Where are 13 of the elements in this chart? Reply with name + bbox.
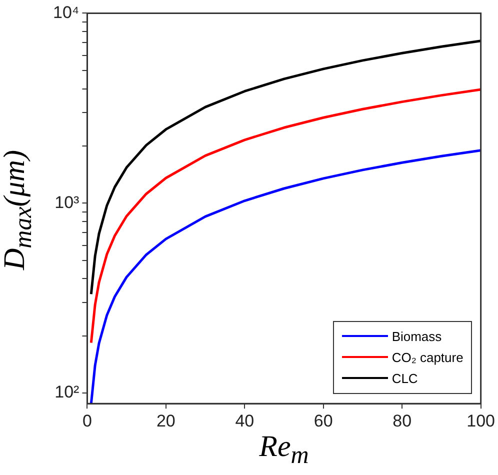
legend-label: Biomass: [392, 328, 442, 344]
x-tick-label: 0: [82, 411, 92, 430]
x-tick-label: 100: [466, 411, 496, 430]
y-tick-label: 10³: [54, 192, 80, 212]
y-tick-label: 10²: [54, 382, 80, 402]
legend-label: CO₂ capture: [392, 350, 464, 365]
y-tick-label: 10⁴: [52, 2, 80, 22]
legend-label: CLC: [392, 370, 418, 386]
x-axis-title: Re$_{m}$: [258, 430, 310, 470]
x-tick-label: 80: [392, 411, 412, 430]
x-tick-label: 20: [156, 411, 176, 430]
x-tick-label: 40: [235, 411, 254, 430]
x-tick-label: 60: [314, 411, 333, 430]
